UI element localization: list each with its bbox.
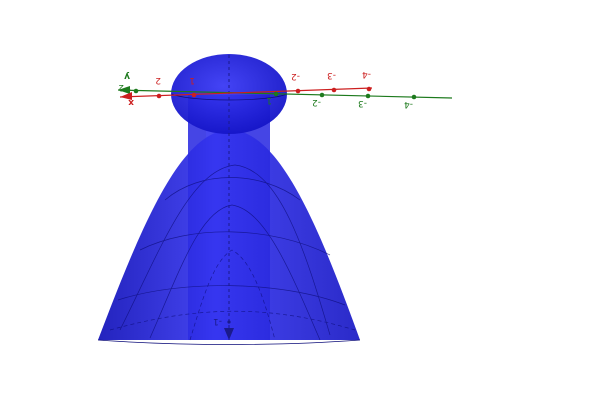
x-tick-label: 2 <box>155 75 161 85</box>
x-tick-label: 1 <box>189 75 195 85</box>
x-tick-point <box>331 87 337 93</box>
y-tick-label: -3 <box>358 98 367 108</box>
y-axis-ticks: 2 1 -2 -3 -4 <box>118 82 417 109</box>
x-tick-point <box>366 86 372 92</box>
x-tick-label: -2 <box>291 71 300 81</box>
x-tick-point <box>191 92 197 98</box>
y-tick-point <box>365 93 371 99</box>
z-axis-tick-label: -1 <box>213 316 222 326</box>
y-tick-point <box>133 88 139 94</box>
y-tick-label: -4 <box>404 99 413 109</box>
y-tick-point <box>319 92 325 98</box>
y-axis <box>117 89 453 99</box>
y-tick-point <box>411 94 417 100</box>
y-tick-label: 2 <box>118 82 124 92</box>
x-axis-label: x <box>128 97 134 107</box>
x-axis-arrow <box>120 92 132 100</box>
y-tick-point <box>273 91 279 97</box>
x-tick-point <box>295 88 301 94</box>
z-axis-arrow <box>224 328 234 340</box>
x-axis <box>119 87 373 98</box>
y-tick-point <box>125 87 131 93</box>
surface-mesh <box>109 164 356 341</box>
surface-rim <box>97 339 361 345</box>
z-axis-tick-point <box>227 320 231 324</box>
x-tick-label: -3 <box>327 70 336 80</box>
y-tick-label: 1 <box>266 95 272 105</box>
y-axis-label: y <box>124 71 130 81</box>
x-tick-label: -4 <box>362 69 371 79</box>
x-tick-point <box>156 93 162 99</box>
y-tick-label: -2 <box>312 97 321 107</box>
x-axis-ticks: 2 1 -2 -3 -4 <box>155 69 372 99</box>
